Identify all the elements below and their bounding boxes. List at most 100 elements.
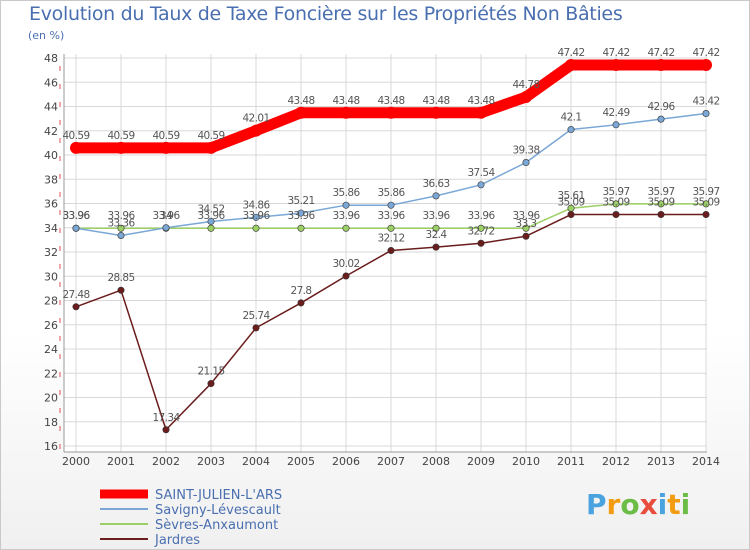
data-label: 34: [160, 210, 173, 222]
data-point: [72, 303, 80, 311]
legend-label: Jardres: [154, 533, 200, 548]
x-tick-label: 2007: [377, 455, 405, 468]
data-label: 43.48: [467, 95, 494, 107]
data-point: [342, 224, 350, 232]
data-label: 33.96: [152, 210, 180, 222]
data-point: [70, 141, 82, 154]
data-point: [432, 224, 440, 232]
x-tick-label: 2008: [422, 455, 450, 468]
y-tick-label: 28: [44, 295, 58, 308]
y-tick-label: 42: [44, 125, 58, 138]
data-label: 43.42: [692, 96, 719, 108]
data-label: 32.72: [467, 225, 494, 237]
data-point: [567, 211, 575, 219]
data-label: 35.21: [287, 195, 314, 207]
data-point: [385, 106, 397, 119]
data-label: 33.96: [332, 210, 360, 222]
y-tick-label: 26: [44, 319, 58, 332]
data-point: [387, 224, 395, 232]
x-tick-label: 2013: [647, 455, 675, 468]
data-point: [657, 115, 665, 123]
data-label: 35.09: [602, 197, 629, 209]
data-point: [430, 106, 442, 119]
data-label: 35.86: [332, 187, 360, 199]
y-tick-label: 44: [44, 101, 58, 114]
data-label: 43.48: [377, 95, 404, 107]
data-label: 43.48: [422, 95, 449, 107]
data-label: 21.15: [197, 366, 224, 378]
data-label: 33.96: [422, 210, 450, 222]
data-label: 28.85: [107, 272, 134, 284]
data-label: 35.61: [557, 190, 584, 202]
data-point: [522, 232, 530, 240]
data-label: 33.3: [516, 218, 537, 230]
data-label: 35.09: [557, 197, 584, 209]
data-point: [657, 211, 665, 219]
data-point: [207, 224, 215, 232]
y-tick-label: 18: [44, 416, 58, 429]
data-point: [342, 272, 350, 280]
data-point: [610, 59, 622, 72]
data-point: [297, 224, 305, 232]
data-point: [295, 106, 307, 119]
y-tick-label: 48: [44, 52, 58, 65]
data-label: 42.96: [647, 101, 675, 113]
data-label: 33.96: [377, 210, 405, 222]
data-point: [565, 59, 577, 72]
data-label: 42.1: [561, 112, 582, 124]
data-label: 47.42: [602, 47, 629, 59]
data-point: [162, 224, 170, 232]
data-label: 32.12: [377, 233, 404, 245]
data-point: [342, 201, 350, 209]
data-point: [520, 91, 532, 104]
data-label: 42.49: [602, 107, 629, 119]
data-point: [702, 211, 710, 219]
data-label: 40.59: [62, 130, 89, 142]
data-label: 27.48: [62, 289, 89, 301]
data-label: 33.96: [242, 210, 270, 222]
data-label: 34.86: [242, 199, 270, 211]
data-label: 44.78: [512, 79, 539, 91]
data-label: 43.48: [332, 95, 359, 107]
data-point: [477, 239, 485, 247]
x-tick-label: 2009: [467, 455, 495, 468]
data-label: 33.96: [467, 210, 495, 222]
data-label: 25.74: [242, 310, 270, 322]
y-tick-label: 32: [44, 246, 58, 259]
data-label: 33.96: [107, 210, 135, 222]
data-label: 35.86: [377, 187, 405, 199]
data-point: [612, 121, 620, 129]
legend-label: Sèvres-Anxaumont: [155, 518, 278, 533]
data-label: 33.96: [287, 210, 315, 222]
x-tick-label: 2000: [62, 455, 90, 468]
data-label: 35.97: [692, 186, 719, 198]
y-tick-label: 34: [44, 222, 58, 235]
x-tick-label: 2006: [332, 455, 360, 468]
data-point: [657, 200, 665, 208]
data-point: [252, 324, 260, 332]
data-point: [612, 211, 620, 219]
data-point: [700, 59, 712, 72]
proxiti-logo: Proxiti: [586, 488, 691, 521]
data-label: 47.42: [647, 47, 674, 59]
data-label: 37.54: [467, 167, 495, 179]
data-point: [205, 141, 217, 154]
data-label: 42.01: [242, 113, 269, 125]
data-label: 36.63: [422, 178, 449, 190]
x-tick-label: 2004: [242, 455, 270, 468]
y-tick-label: 16: [44, 440, 58, 453]
data-label: 33.96: [197, 210, 225, 222]
data-point: [477, 224, 485, 232]
data-point: [117, 232, 125, 240]
data-label: 33.96: [62, 210, 90, 222]
y-tick-label: 36: [44, 198, 58, 211]
data-point: [207, 217, 215, 225]
data-point: [387, 247, 395, 255]
data-point: [567, 126, 575, 134]
data-point: [522, 224, 530, 232]
y-tick-label: 22: [44, 367, 58, 380]
data-point: [432, 192, 440, 200]
data-point: [252, 213, 260, 221]
data-point: [655, 59, 667, 72]
data-point: [477, 181, 485, 189]
